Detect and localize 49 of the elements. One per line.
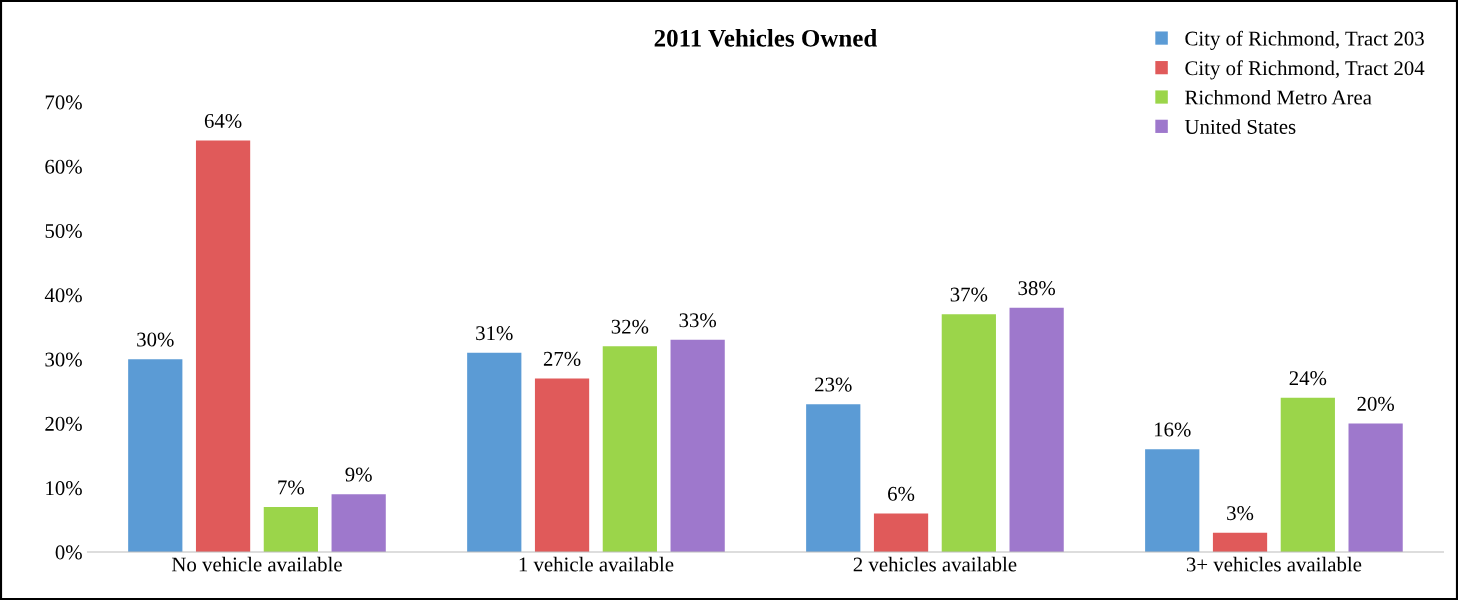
bar [534,378,590,552]
data-label: 23% [815,377,852,392]
bar [1348,423,1403,552]
bar [873,513,929,552]
data-label: 7% [278,480,305,495]
y-tick-label: 30% [45,352,82,367]
data-label: 20% [1357,396,1395,411]
bar [806,404,861,552]
bar [1212,532,1268,552]
x-tick-label: No vehicle available [171,556,342,572]
chart-title: 2011 Vehicles Owned [654,29,878,47]
bar [331,494,386,552]
x-tick-label: 2 vehicles available [853,556,1017,572]
y-tick-label: 0% [55,545,82,560]
data-label: 32% [611,319,649,334]
data-label: 24% [1289,371,1327,386]
data-label: 33% [679,313,717,328]
y-tick-label: 40% [44,288,82,303]
bar [602,346,657,552]
bar [195,140,251,552]
bar [467,352,522,552]
y-tick-label: 60% [45,159,82,174]
x-tick-label: 1 vehicle available [519,556,674,572]
data-label: 38% [1018,281,1056,296]
bar [128,359,183,552]
data-label: 3% [1227,506,1254,521]
data-label: 30% [137,332,174,347]
y-tick-label: 50% [45,223,82,239]
data-label: 37% [950,287,988,302]
data-label: 6% [888,486,915,501]
bar [263,507,318,552]
x-tick-label: 3+ vehicles available [1186,556,1362,572]
legend-label: United States [1184,119,1296,134]
bar [941,314,996,552]
bar [1009,307,1064,552]
data-label: 9% [345,467,372,482]
bar [670,339,725,552]
data-label: 64% [204,113,242,129]
bar [1145,449,1200,552]
bar [1280,397,1335,552]
y-tick-label: 10% [46,481,82,496]
legend-label: City of Richmond, Tract 203 [1185,30,1424,50]
legend-label: Richmond Metro Area [1185,89,1372,105]
data-label: 27% [543,351,581,366]
data-label: 31% [476,326,513,341]
legend-label: City of Richmond, Tract 204 [1185,60,1425,80]
data-label: 16% [1154,422,1191,437]
y-tick-label: 20% [45,416,82,431]
y-tick-label: 70% [45,95,82,110]
